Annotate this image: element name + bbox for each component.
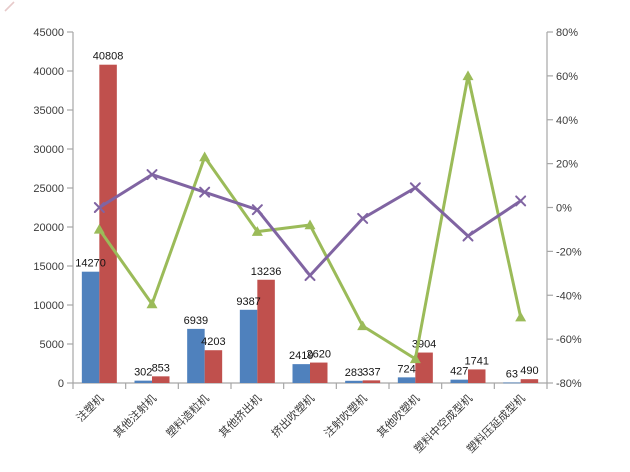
x-marker bbox=[515, 195, 527, 207]
x-axis-category-label: 塑料造粒机 bbox=[163, 391, 212, 440]
x-axis-category-label: 挤出吹塑机 bbox=[268, 391, 317, 440]
left-axis-tick-label: 45000 bbox=[33, 27, 64, 39]
blue-bar bbox=[345, 380, 363, 383]
data-label: 6939 bbox=[184, 315, 208, 327]
red-bar bbox=[520, 379, 539, 383]
triangle-marker bbox=[462, 70, 474, 81]
left-axis-tick-label: 15000 bbox=[33, 261, 64, 273]
left-axis-tick-label: 5000 bbox=[40, 339, 64, 351]
triangle-marker bbox=[93, 223, 105, 234]
data-label: 3904 bbox=[412, 339, 436, 351]
right-axis-tick-label: 0% bbox=[556, 203, 572, 215]
data-label: 2620 bbox=[307, 349, 331, 361]
data-label: 302 bbox=[134, 367, 152, 379]
blue-bar bbox=[187, 328, 205, 383]
x-axis-category-label: 注射吹塑机 bbox=[321, 391, 370, 440]
corner-mark bbox=[4, 1, 15, 12]
left-axis-tick-label: 25000 bbox=[33, 183, 64, 195]
data-label: 14270 bbox=[75, 258, 106, 270]
blue-bar bbox=[239, 309, 258, 383]
red-bar bbox=[468, 369, 486, 383]
x-marker bbox=[409, 182, 421, 194]
x-axis-category-label: 其他注射机 bbox=[110, 391, 159, 440]
x-axis-category-label: 其他挤出机 bbox=[216, 391, 265, 440]
data-label: 490 bbox=[520, 365, 538, 377]
right-axis-tick-label: -20% bbox=[556, 246, 582, 258]
data-label: 9387 bbox=[236, 296, 260, 308]
red-bar bbox=[310, 362, 328, 383]
blue-bar bbox=[134, 380, 152, 383]
triangle-marker bbox=[357, 320, 369, 331]
right-axis-tick-label: -40% bbox=[556, 290, 582, 302]
triangle-marker bbox=[409, 353, 421, 364]
red-bar bbox=[362, 380, 381, 383]
red-bar bbox=[99, 64, 117, 383]
data-label: 63 bbox=[506, 369, 518, 381]
data-label: 13236 bbox=[251, 266, 282, 278]
left-axis-tick-label: 30000 bbox=[33, 144, 64, 156]
x-marker bbox=[357, 212, 369, 224]
left-axis-tick-label: 10000 bbox=[33, 300, 64, 312]
blue-bar bbox=[503, 382, 521, 384]
triangle-marker bbox=[515, 311, 527, 322]
x-axis-category-label: 注塑机 bbox=[73, 391, 106, 424]
x-marker bbox=[146, 169, 158, 181]
right-axis-tick-label: -60% bbox=[556, 334, 582, 346]
red-bar bbox=[257, 279, 275, 383]
x-marker bbox=[93, 202, 105, 213]
blue-bar bbox=[292, 364, 310, 383]
blue-bar bbox=[450, 379, 468, 383]
x-marker bbox=[304, 270, 316, 282]
data-label: 4203 bbox=[201, 336, 225, 348]
left-axis-tick-label: 40000 bbox=[33, 66, 64, 78]
red-bar bbox=[204, 350, 223, 383]
right-axis-tick-label: 60% bbox=[556, 71, 578, 83]
data-label: 2419 bbox=[289, 350, 313, 362]
triangle-marker bbox=[146, 298, 158, 309]
data-label: 283 bbox=[345, 367, 363, 379]
red-bar bbox=[415, 352, 433, 383]
data-label: 724 bbox=[397, 363, 415, 375]
data-label: 40808 bbox=[93, 51, 124, 63]
right-axis-tick-label: 40% bbox=[556, 115, 578, 127]
right-axis-tick-label: 80% bbox=[556, 27, 578, 39]
left-axis-tick-label: 35000 bbox=[33, 105, 64, 117]
left-axis-tick-label: 0 bbox=[58, 378, 64, 390]
x-marker bbox=[462, 230, 474, 242]
data-label: 853 bbox=[152, 362, 170, 374]
x-marker bbox=[199, 186, 211, 198]
data-label: 427 bbox=[450, 366, 468, 378]
x-axis-category-label: 其他吹塑机 bbox=[374, 391, 423, 440]
green-line bbox=[97, 74, 523, 361]
data-label: 337 bbox=[362, 366, 380, 378]
blue-bar bbox=[397, 377, 416, 383]
triangle-marker bbox=[304, 219, 316, 230]
blue-bar bbox=[81, 271, 100, 383]
data-label: 1741 bbox=[465, 355, 489, 367]
triangle-marker bbox=[199, 151, 211, 162]
triangle-marker bbox=[251, 226, 263, 236]
red-bar bbox=[152, 376, 170, 383]
right-axis-tick-label: 20% bbox=[556, 159, 578, 171]
x-marker bbox=[251, 204, 263, 216]
left-axis-tick-label: 20000 bbox=[33, 222, 64, 234]
right-axis-tick-label: -80% bbox=[556, 378, 582, 390]
